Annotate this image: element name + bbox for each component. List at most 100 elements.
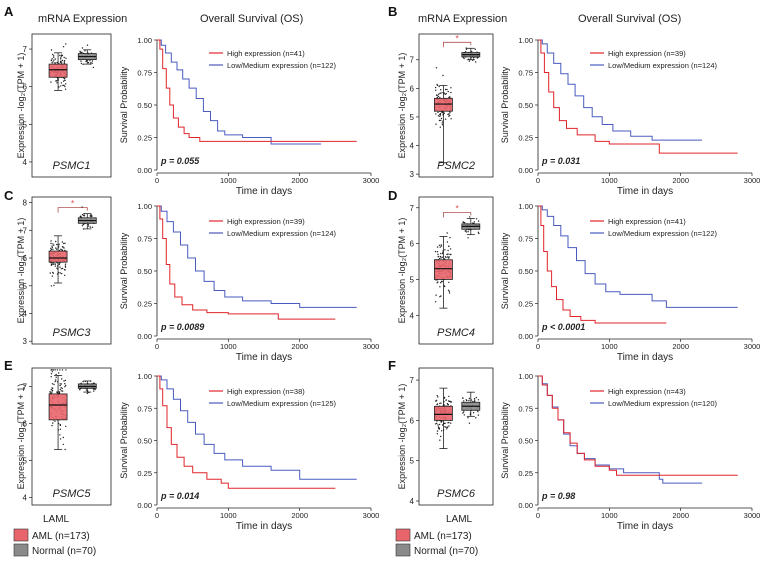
km-ytick-label-c: 0.00	[137, 332, 152, 341]
significance-asterisk-b: *	[455, 33, 459, 43]
box-point-aml-b	[437, 115, 440, 117]
panel-letter-d: D	[388, 188, 397, 203]
gene-label-c: PSMC3	[53, 327, 92, 339]
box-point-aml-b	[444, 93, 446, 96]
box-point-aml-c	[64, 265, 67, 267]
box-point-aml-b	[437, 111, 439, 114]
box-point-aml-d	[449, 248, 452, 250]
box-point-normal-b	[465, 47, 467, 49]
km-xtick-label-e: 3000	[363, 511, 380, 520]
box-point-normal-a	[80, 60, 82, 62]
box-point-normal-b	[475, 61, 477, 63]
km-ylabel-b: Survival Probability	[500, 66, 510, 143]
box-point-aml-e	[51, 369, 53, 371]
km-curve-high-f	[538, 375, 738, 476]
box-point-normal-d	[477, 220, 480, 222]
box-point-normal-c	[82, 223, 85, 226]
box-point-normal-f	[462, 397, 464, 399]
boxplot-frame-b	[418, 33, 494, 178]
km-legend-low-c: Low/Medium expression (n=124)	[227, 229, 337, 238]
box-point-aml-e	[60, 390, 62, 392]
box-point-aml-e	[49, 391, 51, 393]
box-point-aml-c	[53, 244, 55, 246]
box-point-normal-d	[467, 237, 469, 239]
km-xtick-label-d: 0	[536, 342, 540, 351]
km-xlabel-b: Time in days	[617, 186, 673, 197]
km-pvalue-a: p = 0.055	[160, 156, 200, 166]
box-point-aml-d	[438, 244, 441, 246]
box-point-aml-e	[50, 373, 53, 375]
km-ylabel-c: Survival Probability	[119, 232, 129, 309]
box-point-aml-e	[59, 384, 61, 387]
km-curve-low-d	[538, 205, 738, 308]
box-point-aml-f	[436, 395, 438, 397]
header-os-left: Overall Survival (OS)	[200, 13, 303, 25]
box-ytick-label-a: 6	[23, 83, 28, 92]
km-xtick-label-a: 0	[155, 176, 159, 185]
box-point-aml-a	[59, 54, 61, 57]
box-point-aml-b	[446, 88, 448, 91]
panel-letter-b: B	[388, 4, 397, 19]
box-point-aml-e	[62, 436, 64, 439]
km-curve-high-e	[157, 375, 336, 489]
gene-label-a: PSMC1	[53, 160, 91, 172]
box-point-aml-b	[440, 117, 443, 120]
header-os-right: Overall Survival (OS)	[578, 13, 681, 25]
box-point-aml-c	[64, 269, 66, 271]
box-point-normal-b	[468, 60, 471, 62]
box-point-aml-c	[50, 248, 53, 251]
box-point-aml-b	[435, 123, 437, 125]
box-ytick-label-f: 7	[410, 376, 415, 385]
box-point-normal-a	[91, 60, 94, 62]
box-point-aml-d	[445, 256, 447, 259]
box-point-aml-b	[442, 74, 444, 77]
box-point-aml-c	[50, 285, 53, 287]
box-point-normal-a	[79, 50, 81, 53]
box-point-aml-c	[61, 245, 64, 248]
box-point-normal-e	[93, 390, 95, 392]
box-point-aml-b	[450, 91, 452, 94]
box-point-normal-f	[468, 422, 471, 424]
box-point-normal-f	[463, 400, 465, 402]
box-point-normal-a	[87, 62, 90, 64]
box-point-aml-f	[441, 420, 443, 423]
box-point-aml-b	[435, 67, 438, 69]
km-xtick-label-c: 3000	[363, 342, 380, 351]
box-point-aml-f	[444, 426, 446, 428]
box-point-aml-b	[440, 111, 443, 113]
box-point-aml-d	[444, 249, 446, 251]
box-point-aml-d	[447, 249, 449, 252]
box-aml-e	[48, 393, 68, 421]
gene-label-b: PSMC2	[437, 160, 475, 172]
km-xtick-label-c: 1000	[220, 342, 237, 351]
km-xtick-label-d: 1000	[601, 342, 618, 351]
box-point-aml-f	[440, 430, 443, 432]
box-point-normal-d	[477, 231, 480, 233]
boxplot-frame-d	[418, 196, 494, 345]
box-aml-a	[48, 63, 68, 78]
box-point-aml-b	[444, 88, 447, 91]
box-point-normal-f	[477, 414, 480, 416]
km-xtick-label-b: 1000	[601, 176, 618, 185]
box-point-aml-f	[436, 403, 438, 406]
box-point-aml-d	[447, 289, 450, 291]
box-aml-c	[48, 250, 68, 263]
box-point-normal-a	[81, 51, 83, 54]
box-point-normal-b	[474, 48, 476, 50]
box-ytick-label-f: 5	[410, 457, 415, 466]
boxplot-frame-a	[31, 33, 112, 178]
box-point-aml-b	[439, 115, 441, 118]
box-ytick-label-d: 5	[410, 275, 415, 284]
box-point-normal-f	[463, 414, 465, 416]
km-ytick-label-b: 0.25	[518, 134, 533, 143]
box-point-aml-c	[61, 267, 64, 270]
box-point-normal-e	[86, 392, 89, 395]
box-ytick-label-c: 3	[23, 337, 28, 346]
km-pvalue-c: p = 0.0089	[160, 322, 204, 332]
box-point-aml-d	[446, 241, 449, 243]
box-point-aml-c	[50, 242, 52, 245]
km-curve-high-b	[538, 39, 738, 154]
box-point-aml-b	[444, 118, 447, 120]
km-ytick-label-b: 0.75	[518, 69, 533, 78]
box-point-aml-a	[54, 62, 56, 64]
